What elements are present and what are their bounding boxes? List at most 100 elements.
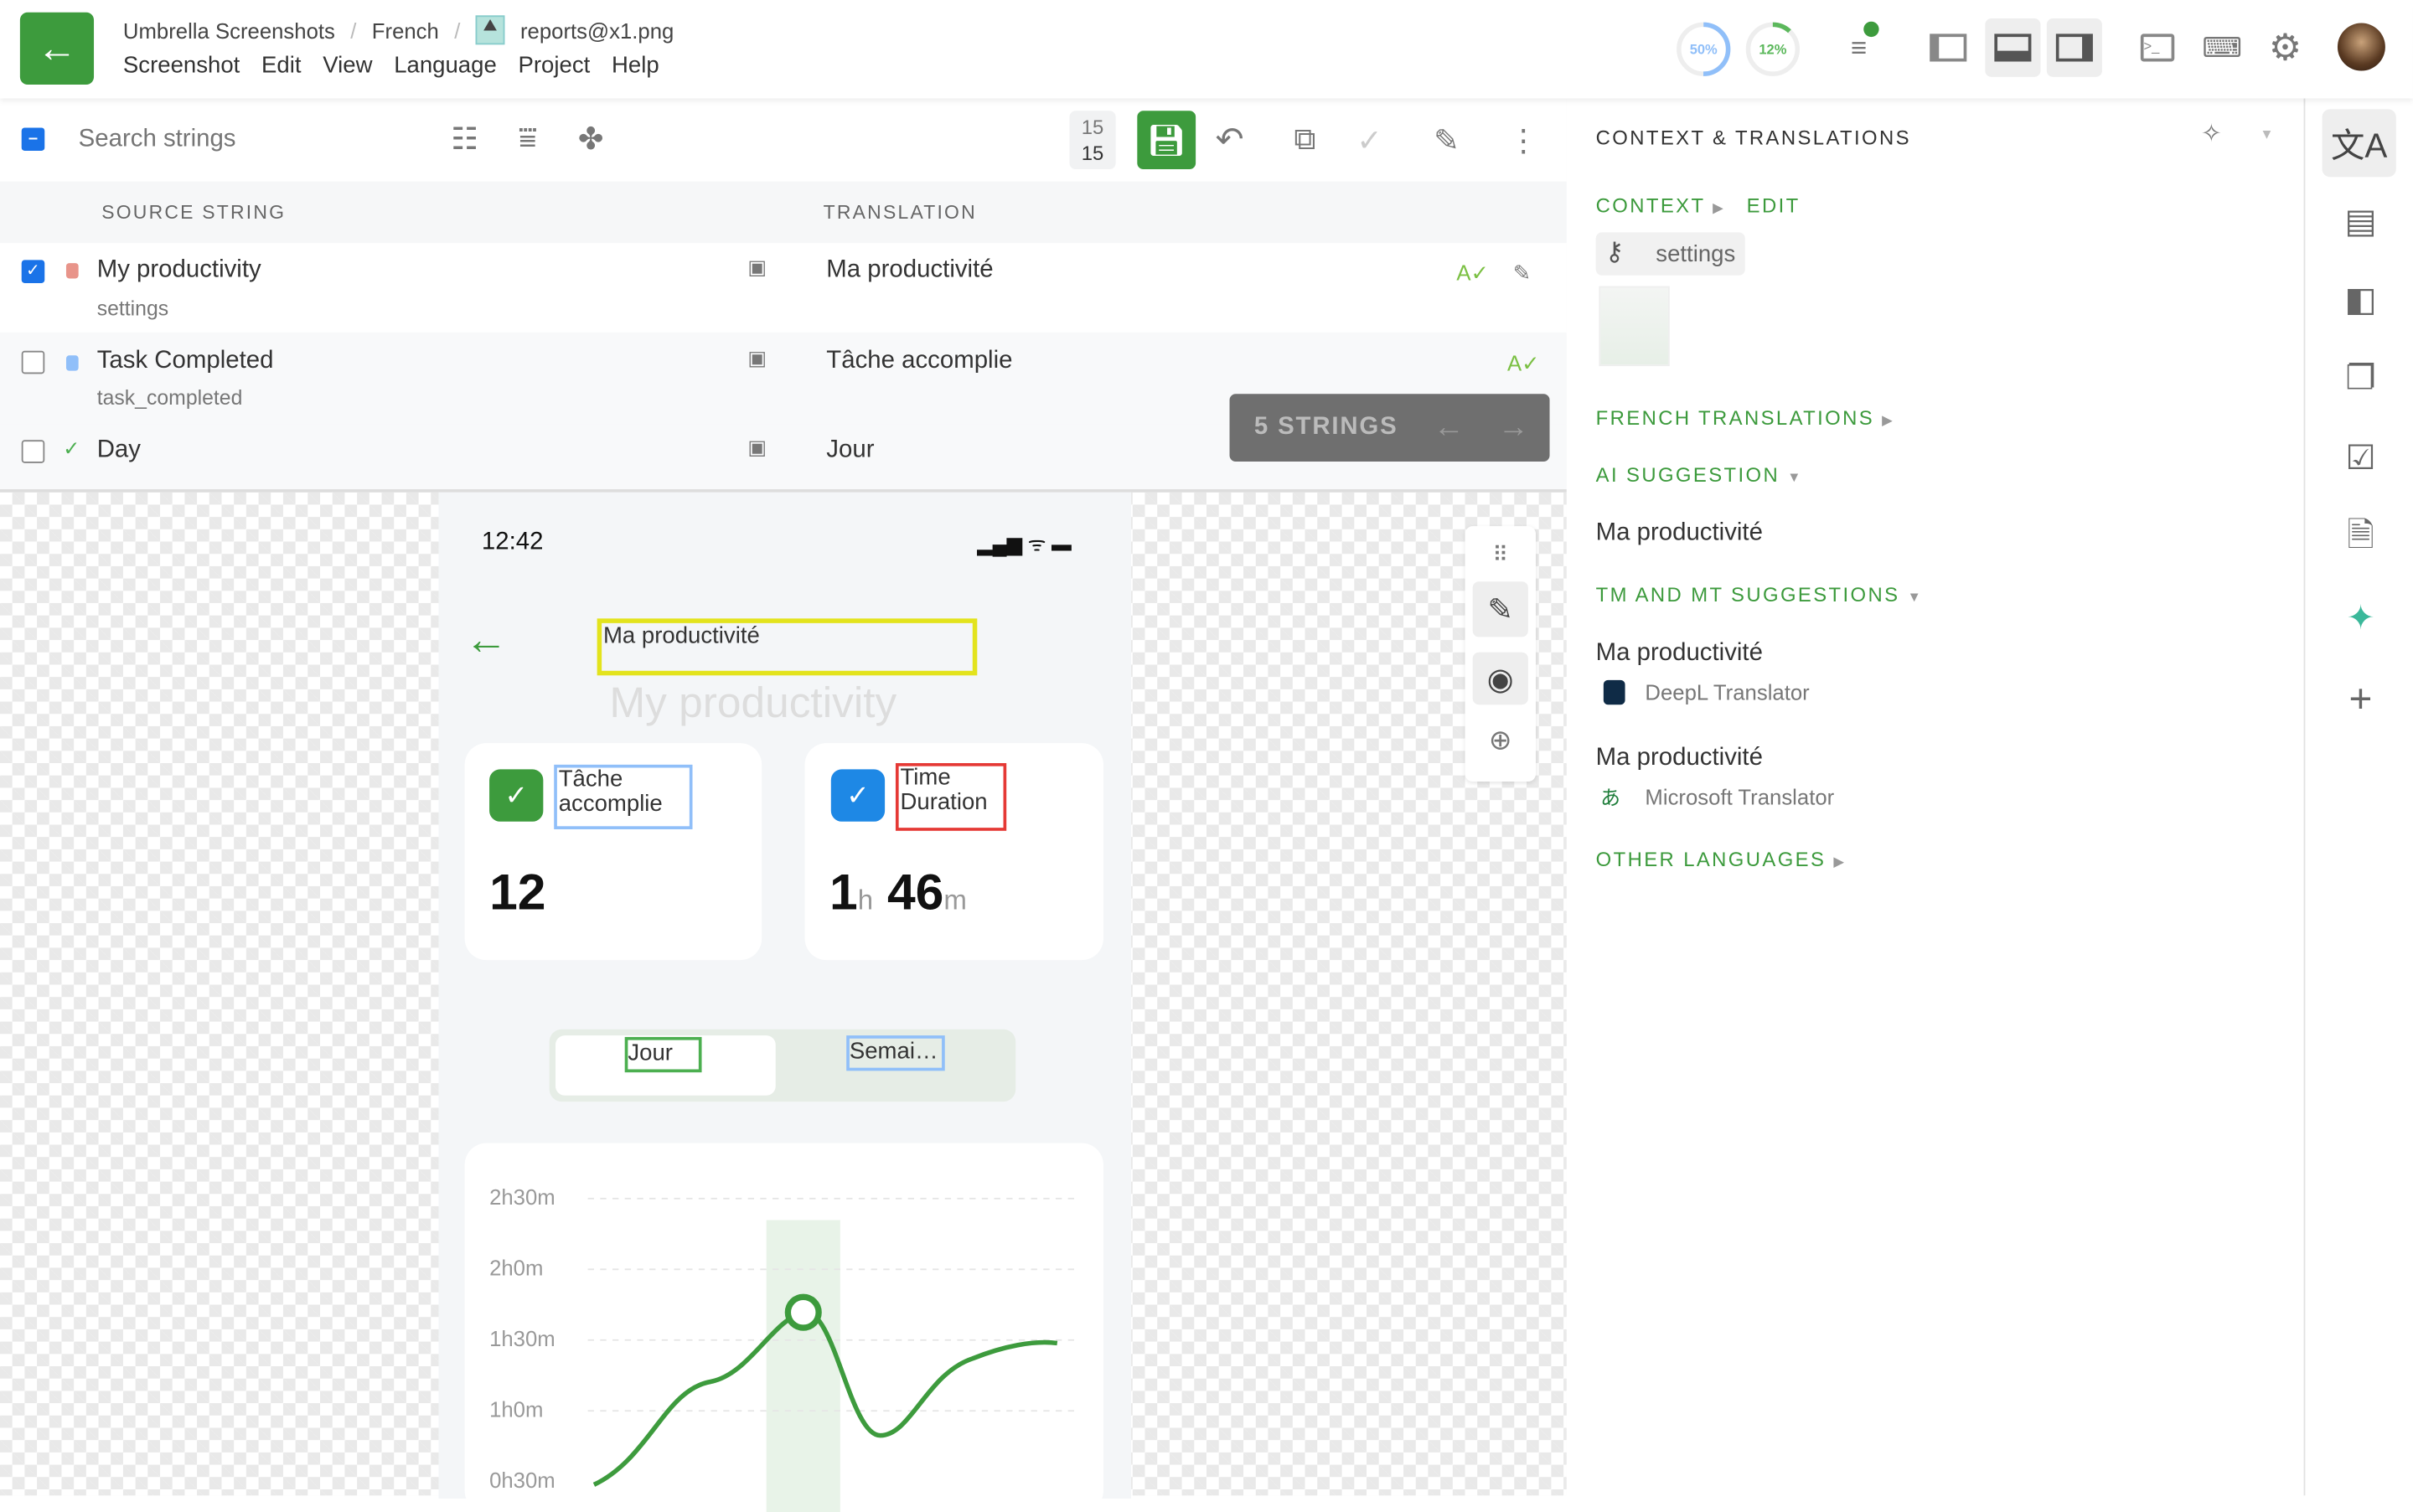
tm-label: TM AND MT SUGGESTIONS xyxy=(1595,583,1900,606)
progress-ring-50[interactable]: 50% xyxy=(1674,20,1733,79)
row-checkbox[interactable] xyxy=(21,350,45,374)
translate-icon[interactable]: 文A xyxy=(2322,109,2396,178)
save-button[interactable]: 💾︎ xyxy=(1137,111,1196,170)
terminal-icon[interactable]: >_ xyxy=(2136,28,2178,68)
chevron-down-icon[interactable]: ▼ xyxy=(2260,126,2274,142)
edit-context-link[interactable]: EDIT xyxy=(1746,194,1801,217)
select-all-checkbox[interactable]: – xyxy=(21,127,45,151)
app-header: ← Umbrella Screenshots / French / ⛰ report… xyxy=(0,0,2413,99)
pencil-icon[interactable]: ✎ xyxy=(1434,123,1460,158)
screenshot-icon[interactable]: ▣ xyxy=(747,346,767,369)
menu-screenshot[interactable]: Screenshot xyxy=(122,52,240,79)
glossary-icon[interactable]: ◧ xyxy=(2344,280,2377,319)
pencil-icon[interactable]: ✎ xyxy=(1472,581,1528,637)
other-languages-toggle[interactable]: OTHER LANGUAGES ▶ xyxy=(1595,848,1847,871)
french-translations-toggle[interactable]: FRENCH TRANSLATIONS ▶ xyxy=(1595,405,1895,430)
undo-icon[interactable]: ↶ xyxy=(1215,120,1244,159)
context-panel: CONTEXT & TRANSLATIONS ✧ ▼ CONTEXT ▶ EDI… xyxy=(1569,98,2304,1496)
context-toggle[interactable]: CONTEXT ▶ xyxy=(1595,194,1726,217)
breadcrumb-language[interactable]: French xyxy=(371,18,439,43)
puzzle-icon[interactable]: ✤ xyxy=(577,122,604,157)
pin-icon[interactable]: ✧ xyxy=(2201,121,2222,148)
key-icon: ⚷ xyxy=(1604,236,1625,266)
row-checkbox[interactable] xyxy=(21,440,45,463)
menu-view[interactable]: View xyxy=(323,52,373,79)
add-icon[interactable]: + xyxy=(2348,674,2373,721)
string-highlight-duration[interactable]: Time Duration xyxy=(895,763,1007,831)
task-count: 12 xyxy=(489,863,546,921)
check-icon: ✓ xyxy=(489,769,544,822)
suggestion-text[interactable]: Ma productivité xyxy=(1595,640,1763,667)
tm-mt-toggle[interactable]: TM AND MT SUGGESTIONS ▼ xyxy=(1595,583,1924,606)
suggestion-text[interactable]: Ma productivité xyxy=(1595,744,1763,771)
menu-project[interactable]: Project xyxy=(518,52,591,79)
table-row[interactable]: ✓ My productivity settings ▣ Ma producti… xyxy=(0,243,1567,333)
filter-icon[interactable]: ⩸ xyxy=(518,121,538,155)
menu-language[interactable]: Language xyxy=(394,52,497,79)
arrow-left-icon[interactable]: ← xyxy=(1433,410,1466,444)
translation-text: Ma productivité xyxy=(826,256,994,283)
table-row[interactable]: Task Completed task_completed ▣ Tâche ac… xyxy=(0,335,1567,425)
context-label: CONTEXT xyxy=(1595,194,1706,217)
activity-chart xyxy=(587,1197,1081,1512)
edit-list-icon[interactable]: ≡ xyxy=(1839,21,1879,68)
breadcrumb: Umbrella Screenshots / French / ⛰ reports@… xyxy=(122,15,674,45)
eye-icon[interactable]: ◉ xyxy=(1472,652,1528,705)
source-text: Day xyxy=(96,436,141,463)
selection-count: 5 STRINGS xyxy=(1253,414,1398,441)
status-untranslated-icon xyxy=(65,263,79,279)
drag-handle-icon[interactable]: ⠿ xyxy=(1492,540,1509,565)
copy-source-icon[interactable]: ⧉ xyxy=(1294,122,1316,157)
menu-help[interactable]: Help xyxy=(611,52,659,79)
key-name: settings xyxy=(1656,241,1736,268)
spellcheck-icon: A✓ xyxy=(1456,259,1490,284)
ai-suggestion-toggle[interactable]: AI SUGGESTION ▼ xyxy=(1595,462,1803,487)
counter-bottom: 15 xyxy=(1081,141,1104,165)
screenshot-icon[interactable]: ▣ xyxy=(747,435,767,459)
back-button[interactable]: ← xyxy=(19,12,95,85)
file-info-icon[interactable]: 🗎︎ xyxy=(2347,515,2374,555)
status-time: 12:42 xyxy=(481,529,544,556)
status-translated-icon xyxy=(65,355,79,371)
gear-icon[interactable]: ⚙ xyxy=(2268,27,2302,69)
zoom-in-icon[interactable]: ⊕ xyxy=(1488,724,1512,755)
avatar[interactable] xyxy=(2337,23,2385,71)
minutes-unit: m xyxy=(943,885,967,916)
bookmarks-icon[interactable]: ❐ xyxy=(2345,358,2376,397)
duration-hours: 1 xyxy=(829,863,858,921)
highlight-band xyxy=(766,1220,840,1512)
row-checkbox[interactable]: ✓ xyxy=(21,260,45,283)
chart-line xyxy=(592,1309,1058,1487)
breadcrumb-file: reports@x1.png xyxy=(519,18,674,43)
layout-sidebar-left-icon[interactable] xyxy=(1925,24,1971,70)
screenshot-thumbnail[interactable] xyxy=(1599,286,1670,367)
y-tick: 1h30m xyxy=(489,1326,555,1351)
back-arrow-icon: ← xyxy=(464,615,509,663)
right-rail: 文A ▤ ◧ ❐ ☑ 🗎︎ ✦ + xyxy=(2303,98,2413,1496)
ai-suggestion-text[interactable]: Ma productivité xyxy=(1595,519,1763,547)
keyboard-icon[interactable]: ⌨ xyxy=(2202,31,2243,63)
period-segment: Jour Semai… xyxy=(549,1029,1016,1102)
column-translation: TRANSLATION xyxy=(823,201,977,224)
menu-edit[interactable]: Edit xyxy=(261,52,302,79)
pencil-icon[interactable]: ✎ xyxy=(1512,259,1532,284)
approve-icon[interactable]: ✓ xyxy=(1356,123,1383,158)
comments-icon[interactable]: ▤ xyxy=(2344,201,2377,240)
ai-sparkle-icon[interactable]: ✦ xyxy=(2346,598,2375,637)
search-input[interactable] xyxy=(78,120,417,161)
breadcrumb-project[interactable]: Umbrella Screenshots xyxy=(122,18,335,43)
screenshot-icon[interactable]: ▣ xyxy=(747,255,767,279)
progress-ring-12[interactable]: 12% xyxy=(1744,20,1802,79)
string-highlight-title[interactable]: Ma productivité xyxy=(597,618,978,676)
layout-right-panel-icon[interactable] xyxy=(2046,18,2102,77)
string-highlight-day[interactable]: Jour xyxy=(624,1036,702,1073)
string-highlight-task[interactable]: Tâche accomplie xyxy=(554,764,693,829)
spellcheck-icon: A✓ xyxy=(1506,349,1540,375)
more-vert-icon[interactable]: ⋮ xyxy=(1507,123,1539,158)
layout-bottom-panel-icon[interactable] xyxy=(1985,18,2041,77)
string-highlight-week[interactable]: Semai… xyxy=(846,1035,945,1071)
chart-card: 2h30m 2h0m 1h30m 1h0m 0h30m xyxy=(464,1143,1103,1512)
sliders-icon[interactable]: ☷ xyxy=(451,122,479,157)
qa-checklist-icon[interactable]: ☑ xyxy=(2345,438,2376,477)
arrow-right-icon[interactable]: → xyxy=(1498,410,1531,444)
